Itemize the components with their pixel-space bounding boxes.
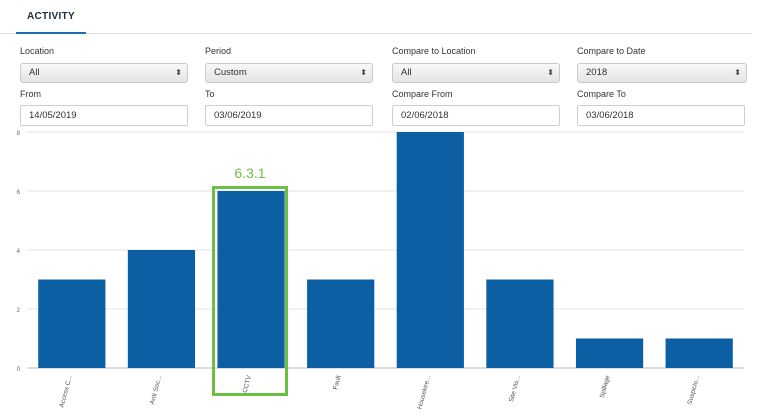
bar [307,279,375,368]
x-tick-label: Access C... [58,375,73,409]
compare-date-select-value: 2018 [586,67,608,78]
bar [665,338,733,368]
compare-location-select[interactable]: All ⬍ [392,63,560,83]
select-arrows-icon: ⬍ [547,68,554,77]
from-label: From [20,89,41,99]
activity-bar-chart: 0 2 4 6 8 Access C... Anti Soc... CCTV Fault Hous… [17,131,744,411]
period-label: Period [205,46,232,56]
x-tick-label: Housekee... [417,375,433,411]
active-tab-indicator [16,32,86,34]
from-date-input[interactable]: 14/05/2019 [20,105,188,126]
select-arrows-icon: ⬍ [175,68,182,77]
x-tick-label: Anti Soc... [149,375,163,406]
compare-to-input[interactable]: 03/06/2018 [577,105,745,126]
y-tick-label: 6 [17,190,21,196]
compare-to-label: Compare To [577,89,626,99]
y-tick-label: 0 [17,367,21,373]
select-arrows-icon: ⬍ [734,68,741,77]
compare-date-select[interactable]: 2018 ⬍ [577,63,747,83]
location-label: Location [20,46,55,56]
bar [396,132,464,368]
bar [486,279,554,368]
period-select-value: Custom [214,67,247,78]
x-tick-label: Site Vis... [508,375,522,403]
to-date-input[interactable]: 03/06/2019 [205,105,373,126]
compare-location-label: Compare to Location [392,46,476,56]
compare-from-label: Compare From [392,89,453,99]
x-tick-label: CCTV [242,374,254,394]
y-tick-label: 4 [17,249,21,255]
x-tick-label: Spillage [599,374,612,399]
period-select[interactable]: Custom ⬍ [205,63,373,83]
x-tick-label: Fault [332,375,343,391]
bar [217,191,285,368]
to-label: To [205,89,215,99]
location-select-value: All [29,67,40,78]
compare-location-select-value: All [401,67,412,78]
bar [38,279,106,368]
location-select[interactable]: All ⬍ [20,63,188,83]
tab-bar: ACTIVITY [0,0,752,34]
x-tick-label: Suspicio... [687,375,702,406]
compare-date-label: Compare to Date [577,46,646,56]
select-arrows-icon: ⬍ [360,68,367,77]
annotation-highlight-box [212,186,288,396]
tab-activity[interactable]: ACTIVITY [27,11,75,22]
annotation-label: 6.3.1 [234,165,266,181]
bar [575,338,644,368]
compare-from-input[interactable]: 02/06/2018 [392,105,560,126]
y-tick-label: 8 [17,131,21,137]
bar [127,250,196,368]
y-tick-label: 2 [17,308,21,314]
